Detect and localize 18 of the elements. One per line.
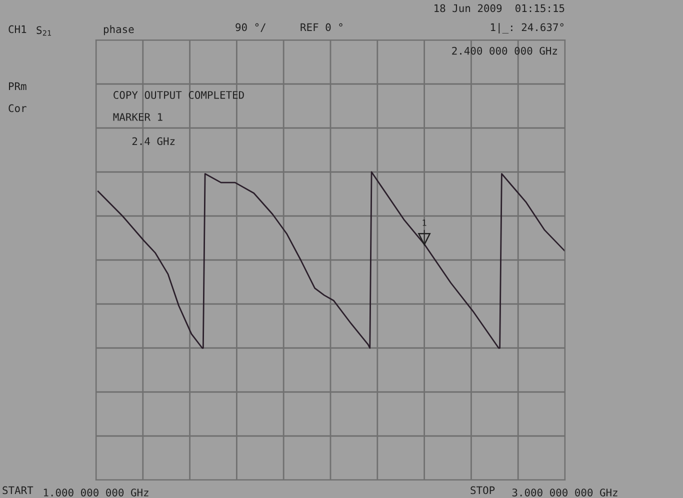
text: START [2, 486, 34, 494]
x-tick-label: 1.000 000 000 GHz [44, 488, 148, 496]
text: 2.4 GHz [132, 137, 175, 146]
text: COPY OUTPUT COMPLETED [114, 91, 244, 99]
text: 90 °/ [236, 23, 266, 32]
text: PRm [9, 82, 26, 90]
text: 18 Jun 2009 01:15:15 [434, 4, 564, 12]
text: 2.400 000 000 GHz [452, 46, 557, 55]
text: 1|_: 24.637° [491, 23, 564, 34]
text: phase [104, 25, 134, 36]
x-tick-label: 3.000 000 000 GHz [512, 488, 618, 496]
text: S$_{21}$ [36, 26, 51, 36]
annotation: 1 [422, 220, 426, 226]
text: CH1 [8, 25, 26, 34]
text: MARKER 1 [113, 113, 162, 121]
text: REF 0 ° [300, 23, 342, 32]
text: STOP [470, 486, 495, 494]
text: Cor [8, 104, 26, 112]
